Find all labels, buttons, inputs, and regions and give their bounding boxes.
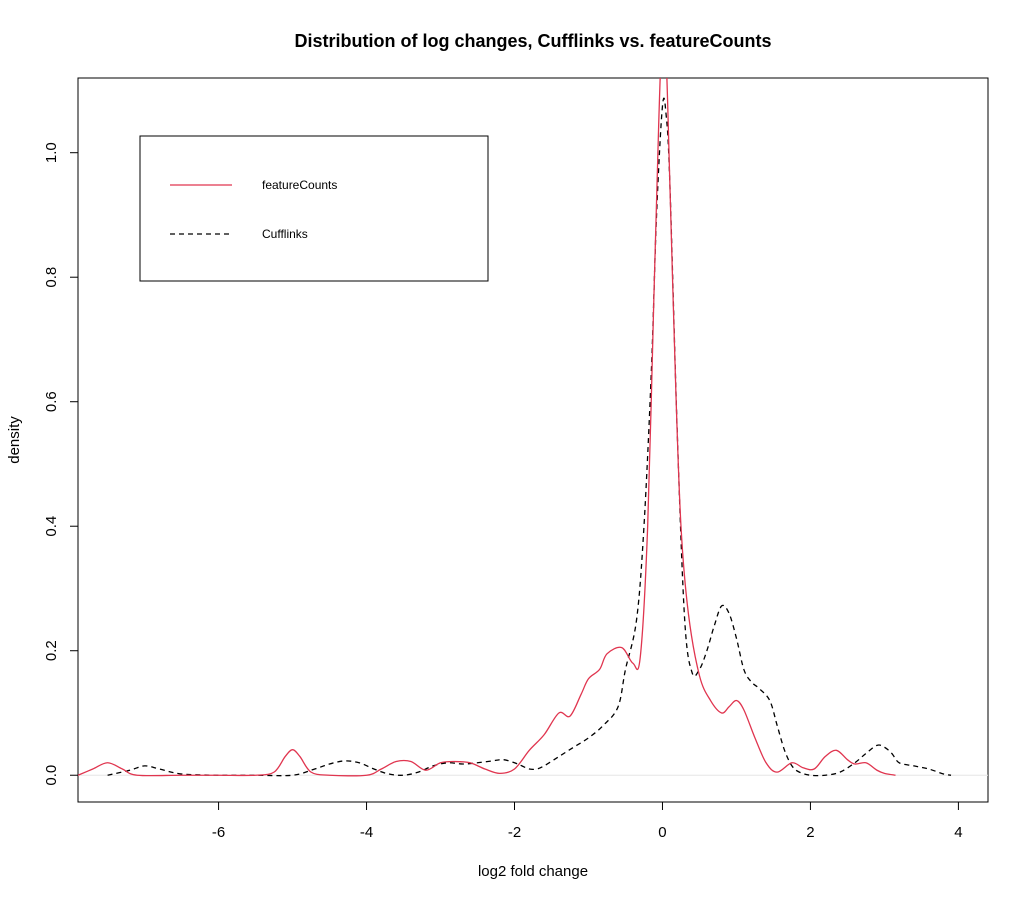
y-tick-label: 0.4 bbox=[43, 516, 60, 537]
series-line-featurecounts bbox=[78, 78, 896, 777]
x-tick-label: -6 bbox=[212, 824, 225, 841]
x-axis-ticks: -6 -4 -2 0 2 4 bbox=[212, 802, 963, 841]
y-tick-label: 0.2 bbox=[43, 640, 60, 661]
y-axis-label: density bbox=[6, 416, 23, 464]
series-layer bbox=[78, 78, 952, 777]
chart-title: Distribution of log changes, Cufflinks v… bbox=[294, 31, 771, 51]
y-tick-label: 0.8 bbox=[43, 267, 60, 288]
x-tick-label: 2 bbox=[806, 824, 814, 841]
x-tick-label: 4 bbox=[954, 824, 962, 841]
x-tick-label: -4 bbox=[360, 824, 373, 841]
y-axis-ticks: 0.0 0.2 0.4 0.6 0.8 1.0 bbox=[43, 142, 78, 786]
series-line-cufflinks bbox=[107, 97, 952, 777]
y-tick-label: 0.0 bbox=[43, 765, 60, 786]
x-axis-label: log2 fold change bbox=[478, 863, 588, 880]
legend-box bbox=[139, 135, 489, 282]
y-tick-label: 1.0 bbox=[43, 142, 60, 163]
legend-label-cufflinks: Cufflinks bbox=[262, 227, 308, 241]
legend: featureCounts Cufflinks bbox=[139, 135, 489, 282]
x-tick-label: 0 bbox=[658, 824, 666, 841]
y-tick-label: 0.6 bbox=[43, 391, 60, 412]
x-tick-label: -2 bbox=[508, 824, 521, 841]
plot-frame bbox=[77, 77, 989, 803]
legend-label-featurecounts: featureCounts bbox=[262, 178, 337, 192]
